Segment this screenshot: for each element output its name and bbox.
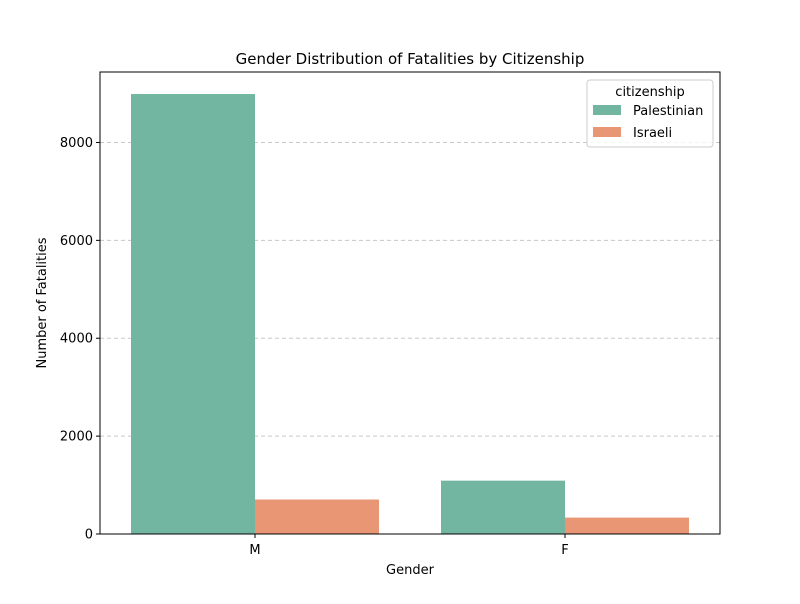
y-axis-ticks: 0 2000 4000 6000 8000 (60, 136, 100, 543)
bar-israeli-f (565, 517, 689, 534)
x-axis-label: Gender (386, 563, 435, 578)
y-tick-label-0: 0 (85, 528, 93, 543)
y-tick-label-6000: 6000 (60, 234, 93, 249)
bar-israeli-m (255, 499, 379, 534)
y-axis-label: Number of Fatalities (35, 237, 50, 368)
legend: citizenship Palestinian Israeli (586, 79, 714, 148)
plot-frame (99, 71, 721, 535)
bar-palestinian-m (131, 94, 255, 534)
y-tick-label-4000: 4000 (60, 332, 93, 347)
x-tick-label-m: M (249, 543, 260, 558)
x-tick-label-f: F (561, 543, 568, 558)
gridlines (100, 141, 720, 437)
legend-title: citizenship (615, 85, 684, 100)
bar-palestinian-f (441, 480, 565, 534)
legend-swatch-palestinian (593, 105, 621, 115)
legend-label-palestinian: Palestinian (633, 104, 703, 119)
legend-swatch-israeli (593, 127, 621, 137)
y-tick-label-8000: 8000 (60, 136, 93, 151)
y-tick-label-2000: 2000 (60, 430, 93, 445)
bars (131, 94, 689, 534)
legend-label-israeli: Israeli (633, 126, 672, 141)
chart-title: Gender Distribution of Fatalities by Cit… (236, 50, 585, 68)
